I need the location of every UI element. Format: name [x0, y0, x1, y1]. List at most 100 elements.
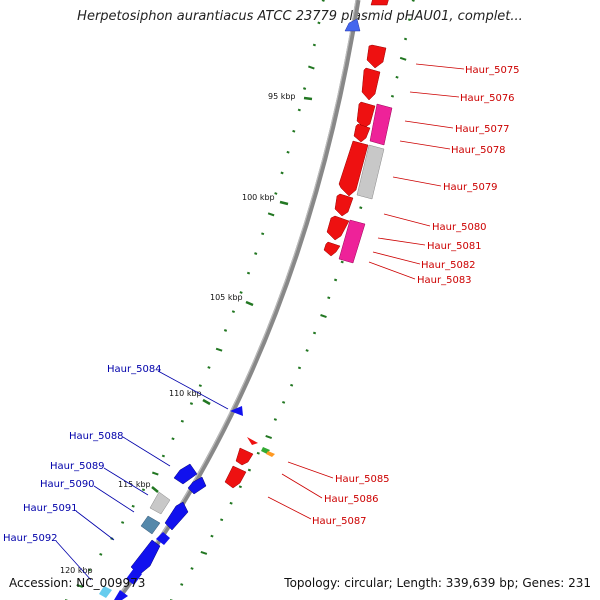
gene-feature[interactable]	[99, 586, 112, 598]
gene-label[interactable]: Haur_5087	[312, 516, 367, 527]
gene-feature[interactable]	[130, 539, 161, 576]
gc-dot	[180, 583, 184, 586]
gc-dot	[180, 419, 184, 423]
label-leader	[399, 140, 451, 150]
tick-label: 110 kbp	[169, 389, 202, 398]
tick-label: 95 kbp	[268, 92, 296, 101]
gene-label[interactable]: Haur_5088	[69, 431, 124, 442]
gc-dot	[340, 260, 344, 264]
label-leader	[287, 461, 334, 479]
gene-feature[interactable]	[187, 476, 207, 495]
gene-label[interactable]: Haur_5077	[455, 124, 510, 135]
gene-feature[interactable]	[114, 590, 128, 600]
gene-feature[interactable]	[235, 447, 254, 466]
gc-dot	[247, 468, 252, 472]
gene-label[interactable]: Haur_5082	[421, 260, 476, 271]
gc-dot	[333, 278, 338, 282]
gc-dot	[407, 18, 412, 22]
gene-feature[interactable]	[224, 465, 247, 489]
reverse-strand-track	[99, 18, 361, 600]
gene-feature[interactable]	[338, 140, 369, 197]
gene-feature[interactable]	[164, 501, 189, 531]
label-leader	[75, 510, 115, 541]
gc-dot	[297, 366, 302, 370]
gene-feature[interactable]	[369, 103, 393, 146]
label-leader	[409, 91, 460, 98]
map-title: Herpetosiphon aurantiacus ATCC 23779 pla…	[77, 9, 523, 24]
gc-dot	[411, 0, 415, 2]
gene-feature[interactable]	[173, 463, 198, 485]
gene-label[interactable]: Haur_5086	[324, 494, 379, 505]
label-leader	[281, 473, 323, 499]
gene-feature[interactable]	[344, 18, 361, 32]
gene-label[interactable]: Haur_5081	[427, 241, 482, 252]
gc-dot	[190, 567, 194, 570]
gene-feature[interactable]	[326, 215, 350, 241]
gene-feature[interactable]	[323, 241, 341, 257]
tick-label: 100 kbp	[242, 193, 275, 202]
gene-label[interactable]: Haur_5091	[23, 503, 78, 514]
gc-dot	[327, 296, 331, 300]
gc-dot	[297, 108, 301, 112]
tick-mark	[245, 300, 254, 307]
tick-mark	[303, 96, 313, 101]
gene-label[interactable]: Haur_5078	[451, 145, 506, 156]
gc-dot	[292, 129, 296, 133]
gene-feature[interactable]	[230, 406, 243, 416]
gene-feature[interactable]	[149, 491, 171, 515]
summary-text: Topology: circular; Length: 339,639 bp; …	[284, 576, 591, 590]
gene-label[interactable]: Haur_5080	[432, 222, 487, 233]
gc-dot	[171, 437, 175, 441]
gene-label[interactable]: Haur_5090	[40, 479, 95, 490]
tick-label: 115 kbp	[118, 480, 151, 489]
gc-dot	[265, 435, 273, 440]
gc-dot	[359, 206, 363, 210]
gene-feature[interactable]	[126, 568, 142, 585]
gene-feature[interactable]	[356, 101, 376, 129]
gc-dot	[267, 212, 275, 217]
gene-label[interactable]: Haur_5079	[443, 182, 498, 193]
gene-feature[interactable]	[338, 219, 366, 264]
gene-label[interactable]: Haur_5085	[335, 474, 390, 485]
gene-label[interactable]: Haur_5076	[460, 93, 515, 104]
gene-feature[interactable]	[156, 532, 170, 545]
gc-dot	[286, 150, 290, 154]
gene-feature[interactable]	[266, 451, 275, 457]
gc-dot	[231, 310, 235, 313]
gene-feature[interactable]	[366, 44, 387, 69]
gene-feature[interactable]	[370, 0, 389, 6]
gene-label[interactable]: Haur_5084	[107, 364, 162, 375]
gene-labels: Haur_5075 Haur_5076 Haur_5077 Haur_5078 …	[3, 63, 520, 581]
label-leader	[392, 176, 442, 187]
gene-label[interactable]: Haur_5092	[3, 533, 58, 544]
gc-dot	[390, 94, 395, 98]
gene-label[interactable]: Haur_5083	[417, 275, 472, 286]
gc-dot	[239, 291, 243, 294]
label-leader	[157, 370, 229, 410]
gene-feature[interactable]	[361, 67, 381, 101]
gc-dot	[198, 384, 202, 388]
gene-feature[interactable]	[247, 437, 258, 445]
gene-feature[interactable]	[353, 123, 371, 143]
gc-dot	[229, 501, 233, 505]
gene-feature[interactable]	[356, 144, 385, 200]
gene-feature[interactable]	[140, 515, 161, 535]
gene-feature[interactable]	[334, 193, 354, 217]
label-leader	[372, 251, 421, 265]
label-leader	[93, 485, 135, 513]
label-leader	[377, 237, 426, 246]
label-leader	[103, 467, 149, 496]
gc-dot	[312, 331, 317, 335]
gc-dot	[151, 471, 159, 476]
tick-mark	[202, 398, 211, 406]
gc-dot	[399, 56, 407, 61]
gc-dot	[261, 232, 265, 236]
gc-dot	[131, 504, 135, 508]
gene-label[interactable]: Haur_5089	[50, 461, 105, 472]
tick-label: 105 kbp	[210, 293, 243, 302]
gc-dot	[256, 451, 260, 455]
gc-dot	[403, 37, 408, 41]
gene-label[interactable]: Haur_5075	[465, 65, 520, 76]
